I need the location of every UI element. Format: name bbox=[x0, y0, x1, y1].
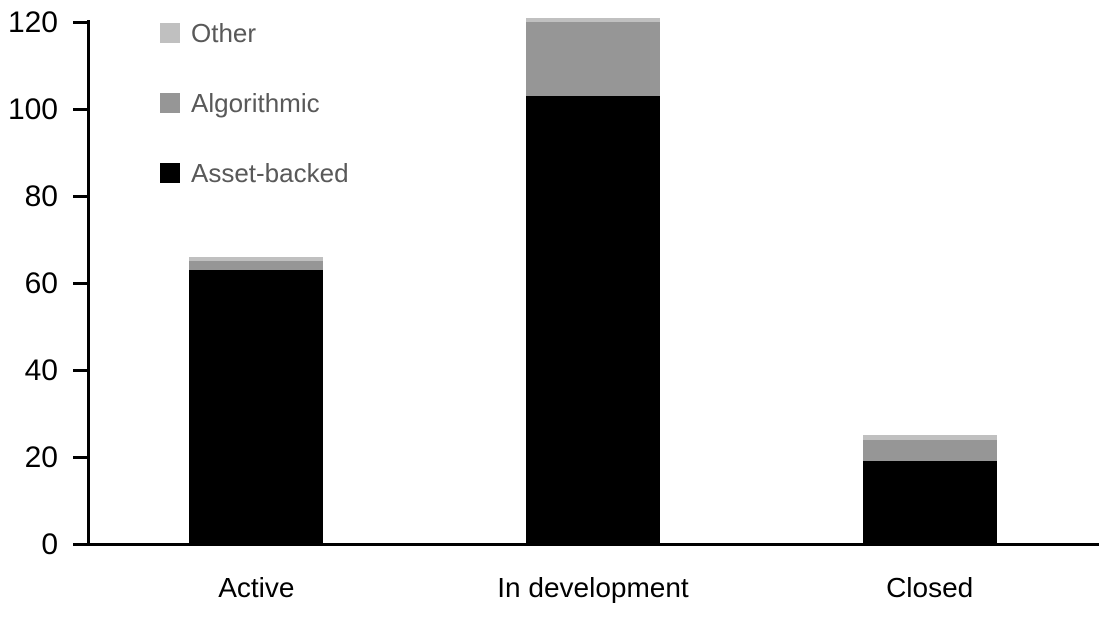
legend-swatch-algorithmic bbox=[160, 93, 180, 113]
bar-segment-algorithmic-active bbox=[189, 261, 324, 270]
y-tick-label-40: 40 bbox=[24, 353, 58, 387]
bar-segment-algorithmic-closed bbox=[862, 439, 997, 462]
legend-item-asset-backed: Asset-backed bbox=[160, 158, 349, 188]
y-tick-80 bbox=[73, 195, 88, 198]
y-tick-label-80: 80 bbox=[24, 179, 58, 213]
y-tick-40 bbox=[73, 369, 88, 372]
y-tick-100 bbox=[73, 108, 88, 111]
x-axis-line bbox=[73, 543, 1099, 546]
y-tick-120 bbox=[73, 21, 88, 24]
category-label-active: Active bbox=[218, 572, 295, 603]
y-tick-label-100: 100 bbox=[7, 92, 58, 126]
legend-swatch-other bbox=[160, 23, 180, 43]
bar-segment-other-closed bbox=[862, 435, 997, 440]
legend-swatch-asset-backed bbox=[160, 163, 180, 183]
bar-segment-asset-backed-in-development bbox=[526, 95, 660, 544]
y-tick-label-120: 120 bbox=[7, 5, 58, 39]
bar-segment-other-in-development bbox=[526, 17, 660, 22]
y-tick-label-60: 60 bbox=[24, 266, 58, 300]
bar-segment-asset-backed-closed bbox=[862, 461, 997, 544]
bar-segment-other-active bbox=[189, 256, 324, 262]
legend-label-asset-backed: Asset-backed bbox=[191, 158, 349, 188]
y-axis-line bbox=[87, 20, 90, 546]
bar-segment-asset-backed-active bbox=[189, 269, 324, 544]
legend-item-other: Other bbox=[160, 18, 257, 48]
plot-area bbox=[88, 17, 1098, 544]
y-tick-label-20: 20 bbox=[24, 440, 58, 474]
bar-segment-algorithmic-in-development bbox=[526, 22, 660, 96]
y-tick-60 bbox=[73, 282, 88, 285]
y-tick-label-0: 0 bbox=[41, 527, 58, 561]
category-label-closed: Closed bbox=[886, 572, 974, 603]
legend-label-other: Other bbox=[191, 18, 257, 48]
y-tick-20 bbox=[73, 456, 88, 459]
legend-label-algorithmic: Algorithmic bbox=[191, 88, 320, 118]
category-label-in-development: In development bbox=[497, 572, 689, 603]
legend-item-algorithmic: Algorithmic bbox=[160, 88, 320, 118]
